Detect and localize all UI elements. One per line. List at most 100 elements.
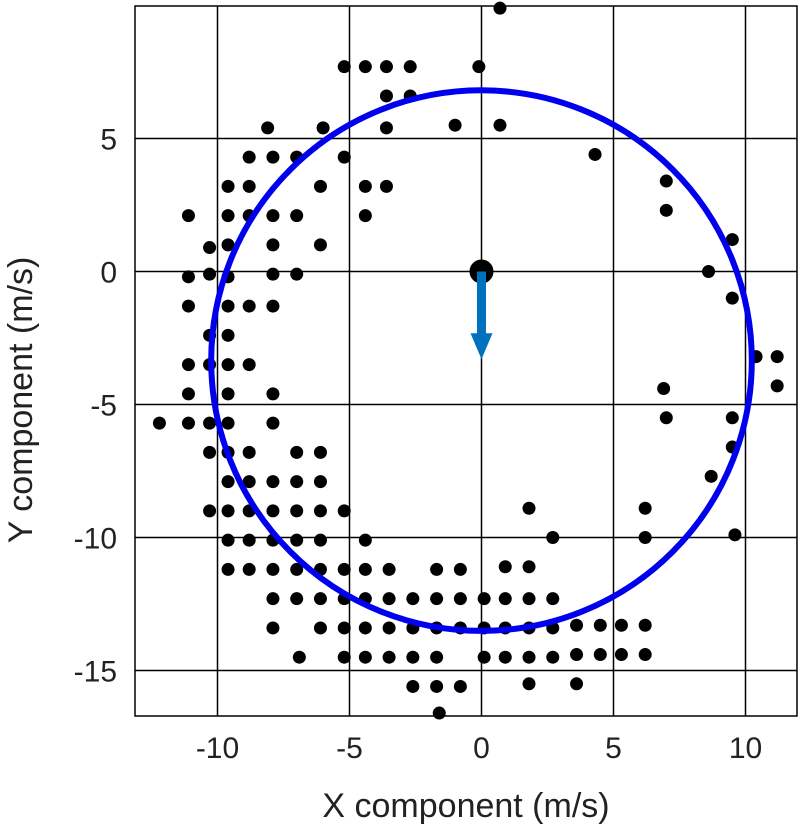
data-point	[430, 679, 444, 693]
data-point	[770, 350, 784, 364]
y-axis-label: Y component (m/s)	[2, 257, 40, 544]
data-point	[358, 533, 372, 547]
data-point	[313, 179, 327, 193]
data-point	[498, 560, 512, 574]
plot-frame	[134, 5, 798, 717]
data-point	[221, 533, 235, 547]
data-point	[221, 358, 235, 372]
data-point	[181, 416, 195, 430]
data-point	[181, 299, 195, 313]
data-point	[770, 379, 784, 393]
data-point	[337, 562, 351, 576]
data-point	[266, 592, 280, 606]
data-point	[702, 265, 716, 278]
data-point	[498, 592, 512, 606]
x-tick-label: 10	[729, 732, 762, 765]
data-point	[638, 501, 652, 515]
data-point	[358, 60, 372, 74]
data-point	[448, 118, 462, 132]
data-point	[430, 650, 444, 664]
data-point	[313, 475, 327, 489]
data-point	[382, 562, 396, 576]
data-point	[290, 475, 304, 489]
data-point	[316, 121, 330, 135]
data-point	[290, 562, 304, 576]
data-point	[453, 562, 467, 576]
data-point	[522, 501, 536, 515]
data-point	[266, 299, 280, 313]
data-point	[382, 650, 396, 664]
data-point	[152, 416, 166, 430]
x-tick-label: -5	[336, 732, 363, 765]
y-tick-label: 0	[100, 257, 117, 290]
data-point	[290, 504, 304, 518]
data-point	[430, 562, 444, 576]
y-tick-label: -15	[74, 656, 117, 689]
data-point	[313, 238, 327, 252]
data-point	[546, 592, 560, 606]
data-point	[493, 118, 507, 132]
data-point	[522, 677, 536, 691]
data-point	[266, 562, 280, 576]
data-point	[406, 679, 420, 693]
data-point	[242, 445, 256, 459]
data-point	[266, 209, 280, 223]
data-point	[290, 445, 304, 459]
data-point	[181, 209, 195, 223]
data-point	[477, 592, 491, 606]
data-point	[614, 618, 628, 632]
data-point	[472, 60, 486, 74]
data-point	[659, 203, 673, 217]
data-point	[728, 528, 742, 542]
data-point	[493, 1, 507, 15]
data-point	[337, 150, 351, 164]
data-point	[358, 209, 372, 223]
y-tick-labels: 5 0 -5 -10 -15	[74, 124, 117, 689]
data-point	[379, 60, 393, 74]
y-tick-label: -10	[74, 523, 117, 556]
data-point	[221, 387, 235, 401]
data-point	[725, 233, 739, 247]
scatter-points	[152, 1, 784, 720]
data-point	[266, 267, 280, 281]
data-point	[659, 411, 673, 425]
data-point	[242, 562, 256, 576]
data-point	[292, 650, 306, 664]
data-point	[181, 387, 195, 401]
data-point	[242, 299, 256, 313]
data-point	[313, 621, 327, 635]
data-point	[522, 592, 536, 606]
data-point	[221, 475, 235, 489]
data-point	[382, 621, 396, 635]
data-point	[593, 648, 607, 662]
data-point	[242, 475, 256, 489]
data-point	[221, 328, 235, 342]
data-point	[570, 618, 584, 632]
data-point	[181, 270, 195, 284]
data-point	[477, 650, 491, 664]
data-point	[290, 267, 304, 281]
data-point	[266, 621, 280, 635]
data-point	[358, 650, 372, 664]
x-tick-labels: -10 -5 0 5 10	[196, 732, 762, 765]
data-point	[453, 679, 467, 693]
data-point	[546, 650, 560, 664]
data-point	[221, 209, 235, 223]
data-point	[221, 562, 235, 576]
data-point	[290, 533, 304, 547]
data-point	[659, 174, 673, 188]
data-point	[203, 504, 217, 518]
data-point	[203, 445, 217, 459]
data-point	[313, 533, 327, 547]
fit-circle	[208, 87, 755, 634]
data-point	[358, 179, 372, 193]
data-point	[337, 60, 351, 74]
data-point	[221, 504, 235, 518]
y-tick-label: 5	[100, 124, 117, 157]
data-point	[430, 592, 444, 606]
arrow-head	[470, 333, 493, 360]
data-point	[266, 416, 280, 430]
data-point	[221, 238, 235, 252]
data-point	[403, 60, 417, 74]
data-point	[432, 706, 446, 720]
